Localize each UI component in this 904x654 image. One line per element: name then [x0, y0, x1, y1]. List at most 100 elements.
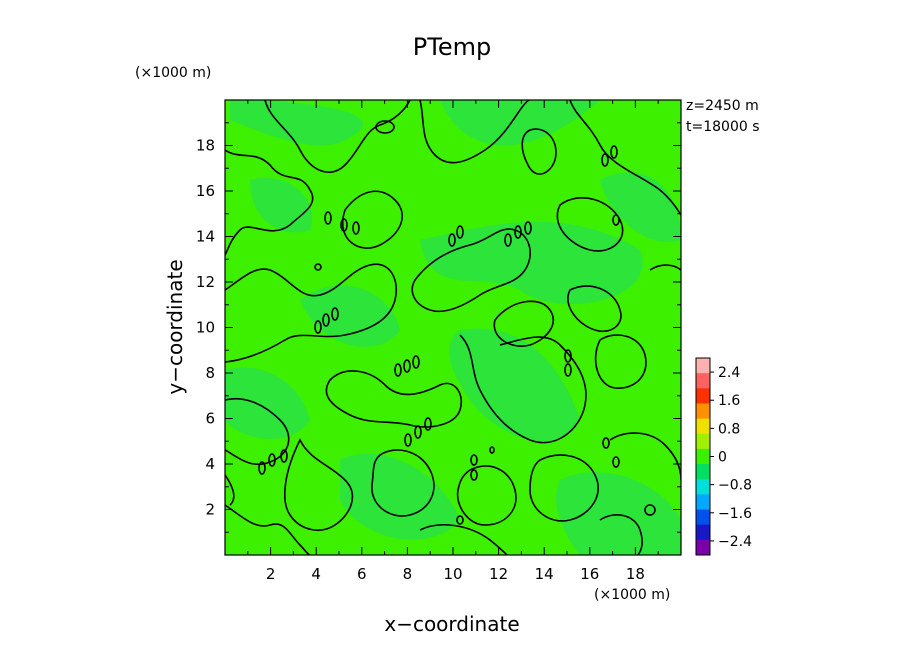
- x-tick-label: 14: [535, 565, 554, 583]
- contour-loop: [612, 456, 620, 468]
- contour-line: [225, 149, 314, 256]
- colorbar: 2.4 1.6 0.8 0 −0.8 −1.6 −2.4: [695, 357, 752, 556]
- colorbar-segment: [696, 403, 710, 420]
- zero-contours: [225, 100, 681, 555]
- colorbar-tick-label: 2.4: [718, 365, 740, 381]
- contour-loop: [456, 515, 464, 525]
- contour-loop: [403, 359, 411, 373]
- colorbar-segment: [696, 509, 710, 526]
- contour-line: [569, 100, 681, 216]
- colorbar-segment: [696, 479, 710, 495]
- contour-line: [493, 300, 554, 347]
- contour-loop: [514, 225, 522, 239]
- contour-line: [556, 196, 624, 252]
- contour-loop: [412, 355, 420, 369]
- contour-loop: [314, 320, 322, 334]
- contour-loop: [612, 214, 620, 226]
- contour-loop: [258, 461, 266, 475]
- contour-loop: [524, 221, 532, 235]
- y-tick-label: 16: [196, 182, 215, 200]
- contour-line: [456, 465, 517, 526]
- field-regions: [225, 100, 681, 555]
- contour-loop: [610, 145, 618, 159]
- contour-loop: [324, 211, 332, 225]
- plot-area: [224, 99, 682, 556]
- field-region-negative: [225, 367, 310, 439]
- y-tick-label: 2: [205, 501, 215, 519]
- x-tick-labels: 2 4 6 8 10 12 14 16 18: [266, 565, 645, 583]
- y-tick-label: 10: [196, 319, 215, 337]
- contour-line: [342, 190, 404, 249]
- colorbar-segment: [696, 524, 710, 541]
- x-tick-label: 4: [311, 565, 321, 583]
- contour-line: [594, 334, 647, 389]
- colorbar-tick-label: −0.8: [718, 478, 752, 494]
- colorbar-segment: [696, 433, 710, 450]
- x-tick-label: 16: [580, 565, 599, 583]
- colorbar-tick-label: 0: [718, 450, 727, 466]
- colorbar-segment: [696, 494, 710, 511]
- contour-loop: [314, 263, 322, 271]
- contour-line: [411, 228, 531, 313]
- colorbar-tick-label: −2.4: [718, 534, 752, 550]
- x-tick-label: 12: [489, 565, 508, 583]
- contour-loop: [470, 454, 478, 466]
- colorbar-tick-label: −1.6: [718, 506, 752, 522]
- contour-loop: [331, 307, 339, 321]
- contour-line: [284, 438, 354, 531]
- y-tick-label: 14: [196, 228, 215, 246]
- contour-loop: [470, 469, 478, 481]
- contour-line: [225, 397, 290, 466]
- contour-loop: [602, 437, 610, 449]
- x-unit-label: (×1000 m): [594, 587, 670, 603]
- x-tick-label: 18: [626, 565, 645, 583]
- colorbar-segment: [696, 373, 710, 389]
- x-tick-label: 8: [403, 565, 413, 583]
- contour-loop: [280, 449, 288, 463]
- x-tick-label: 2: [266, 565, 276, 583]
- y-tick-label: 4: [205, 455, 215, 473]
- y-tick-label: 12: [196, 273, 215, 291]
- colorbar-tick-label: 0.8: [718, 421, 740, 437]
- x-tick-label: 6: [357, 565, 367, 583]
- contour-line: [599, 514, 643, 555]
- axis-ticks: [225, 100, 681, 555]
- chart-title: PTemp: [413, 33, 491, 61]
- contour-line: [225, 474, 235, 506]
- contour-loop: [456, 225, 464, 239]
- contour-line: [325, 370, 462, 428]
- contour-line: [264, 100, 411, 174]
- contour-line: [459, 334, 587, 444]
- contour-loop: [564, 349, 572, 363]
- field-region-negative: [449, 328, 580, 442]
- field-region-negative: [440, 100, 600, 146]
- contour-line: [419, 100, 531, 164]
- colorbar-segment: [696, 539, 710, 556]
- contour-loop: [375, 120, 395, 134]
- contour-loop: [448, 233, 456, 247]
- contour-line: [649, 264, 681, 271]
- field-region-negative: [340, 453, 460, 540]
- contour-loop: [322, 313, 330, 327]
- y-tick-labels: 2 4 6 8 10 12 14 16 18: [196, 137, 215, 519]
- contour-line: [521, 128, 557, 175]
- contour-line: [567, 285, 622, 332]
- y-tick-label: 18: [196, 137, 215, 155]
- colorbar-tick-label: 1.6: [718, 393, 740, 409]
- contour-loop: [564, 363, 572, 377]
- contour-loop: [424, 417, 432, 431]
- contour-loop: [644, 504, 656, 516]
- contour-line: [609, 432, 681, 481]
- y-unit-label: (×1000 m): [135, 65, 211, 81]
- contour-loop: [340, 218, 348, 232]
- t-annotation: t=18000 s: [686, 119, 760, 135]
- contour-line: [225, 263, 397, 363]
- contour-line: [225, 504, 311, 555]
- y-tick-label: 8: [205, 364, 215, 382]
- contour-loop: [352, 221, 360, 235]
- contour-loop: [414, 425, 422, 439]
- contour-loop: [394, 363, 402, 377]
- contour-loop: [601, 153, 609, 167]
- field-region-negative: [300, 285, 400, 347]
